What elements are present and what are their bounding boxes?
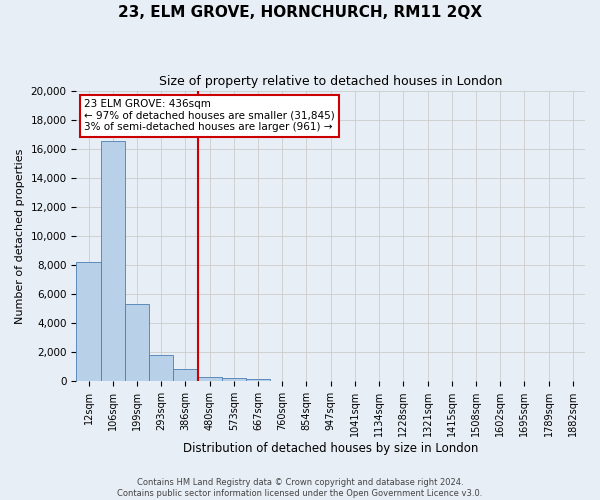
Bar [173,370,197,381]
Text: 23, ELM GROVE, HORNCHURCH, RM11 2QX: 23, ELM GROVE, HORNCHURCH, RM11 2QX [118,5,482,20]
Bar [125,304,149,381]
Y-axis label: Number of detached properties: Number of detached properties [15,148,25,324]
Title: Size of property relative to detached houses in London: Size of property relative to detached ho… [159,75,502,88]
Bar [76,262,101,381]
Text: 23 ELM GROVE: 436sqm
← 97% of detached houses are smaller (31,845)
3% of semi-de: 23 ELM GROVE: 436sqm ← 97% of detached h… [84,100,335,132]
Bar [222,378,246,381]
Bar [149,355,173,381]
Bar [246,379,270,381]
Bar [197,377,222,381]
Bar [101,142,125,381]
Text: Contains HM Land Registry data © Crown copyright and database right 2024.
Contai: Contains HM Land Registry data © Crown c… [118,478,482,498]
X-axis label: Distribution of detached houses by size in London: Distribution of detached houses by size … [183,442,478,455]
